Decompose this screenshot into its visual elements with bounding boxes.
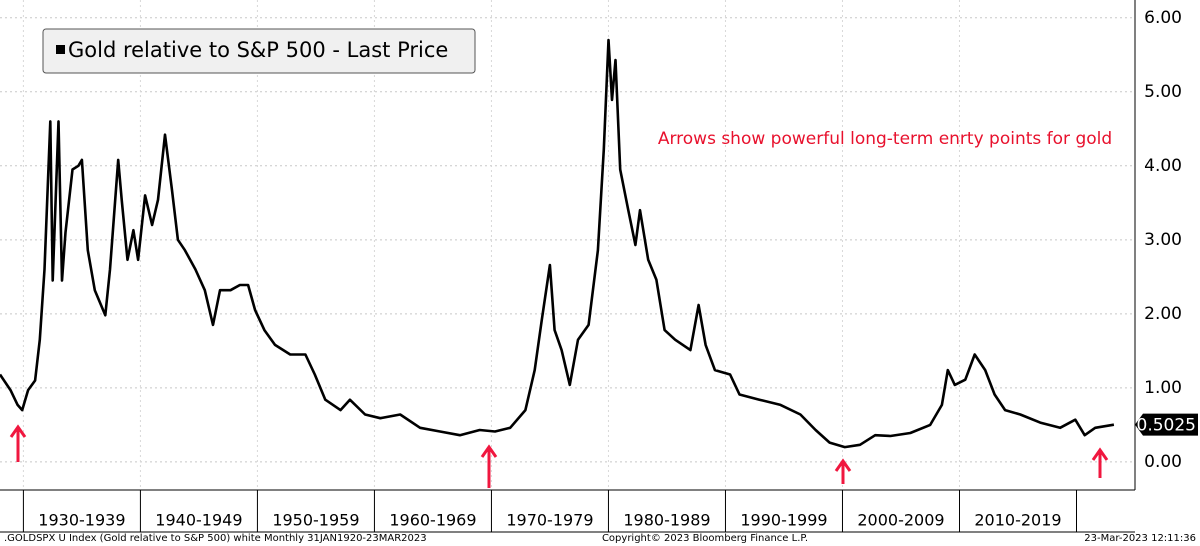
arrow [1091,447,1109,478]
arrow [834,458,852,484]
legend-swatch [56,45,65,54]
x-tick-label: 1950-1959 [272,511,359,530]
footer-copyright: Copyright© 2023 Bloomberg Finance L.P. [602,533,808,544]
y-tick-label: 5.00 [1144,82,1182,102]
x-tick-label: 1960-1969 [389,511,476,530]
y-tick-label: 3.00 [1144,230,1182,250]
y-tick-label: 0.00 [1144,452,1182,472]
footer-timestamp: 23-Mar-2023 12:11:36 [1084,533,1196,544]
legend-box [42,28,476,74]
y-tick-label: 4.00 [1144,156,1182,176]
arrow [480,444,498,488]
x-tick-label: 1980-1989 [623,511,710,530]
legend-label: Gold relative to S&P 500 - Last Price [68,38,448,62]
series-line [0,38,1115,449]
x-tick-label: 1970-1979 [506,511,593,530]
arrows [9,424,1109,488]
footer-source: .GOLDSPX U Index (Gold relative to S&P 5… [4,533,427,544]
annotation: Arrows show powerful long-term enrty poi… [658,129,1112,149]
marks [0,38,1115,449]
x-tick-label: 2010-2019 [974,511,1061,530]
y-tick-label: 6.00 [1144,8,1182,28]
last-price-badge [1135,413,1198,436]
grid [0,0,1136,533]
arrow [9,424,27,462]
y-tick-label: 1.00 [1144,378,1182,398]
x-tick-label: 1940-1949 [155,511,242,530]
last-price-label: 0.5025 [1137,416,1196,436]
x-tick-label: 1930-1939 [38,511,125,530]
x-tick-label: 1990-1999 [740,511,827,530]
x-tick-label: 2000-2009 [857,511,944,530]
y-tick-label: 2.00 [1144,304,1182,324]
